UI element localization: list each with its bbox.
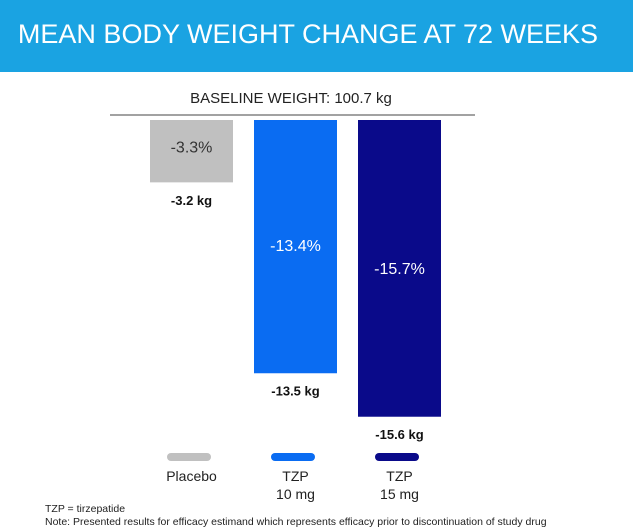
legend-label: Placebo [166, 468, 217, 484]
chart-title: MEAN BODY WEIGHT CHANGE AT 72 WEEKS [18, 19, 598, 49]
value-label: -15.7% [374, 261, 425, 278]
annotation: -3.2 kg [171, 193, 212, 208]
bar [150, 120, 233, 183]
legend-label: TZP 15 mg [380, 468, 419, 502]
annotation: -15.6 kg [375, 427, 423, 442]
bar [358, 120, 441, 417]
footnote: TZP = tirzepatide [45, 503, 126, 515]
legend-swatch [167, 453, 211, 461]
value-label: -3.3% [171, 139, 213, 156]
legend-label: TZP 10 mg [276, 468, 315, 502]
legend-swatch [271, 453, 315, 461]
value-label: -13.4% [270, 238, 321, 255]
footnote: Note: Presented results for efficacy est… [45, 516, 547, 528]
header-band [0, 0, 633, 72]
legend-swatch [375, 453, 419, 461]
chart-subtitle: BASELINE WEIGHT: 100.7 kg [190, 90, 392, 107]
bar [254, 120, 337, 374]
annotation: -13.5 kg [271, 384, 319, 399]
